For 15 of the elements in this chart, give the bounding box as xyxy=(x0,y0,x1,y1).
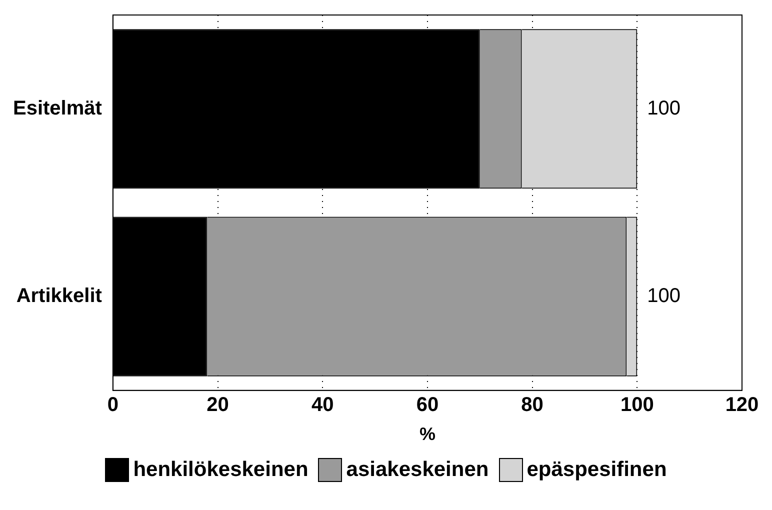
x-tick-label: 20 xyxy=(206,394,229,416)
legend-label: epäspesifinen xyxy=(526,458,667,482)
x-tick-label: 0 xyxy=(107,394,118,416)
x-tick-label: 100 xyxy=(620,394,654,416)
y-tick-label: Esitelmät xyxy=(12,97,102,120)
legend-label: henkilökeskeinen xyxy=(133,458,308,482)
x-tick-label: 80 xyxy=(521,394,544,416)
legend-label: asiakeskeinen xyxy=(346,458,489,482)
y-tick-label: Artikkelit xyxy=(16,285,102,308)
x-tick-label: 40 xyxy=(311,394,334,416)
total-label: 100 xyxy=(647,285,681,308)
x-axis-title: % xyxy=(419,424,436,444)
x-tick-label: 120 xyxy=(725,394,759,416)
x-tick-label: 60 xyxy=(416,394,439,416)
total-label: 100 xyxy=(647,97,681,120)
